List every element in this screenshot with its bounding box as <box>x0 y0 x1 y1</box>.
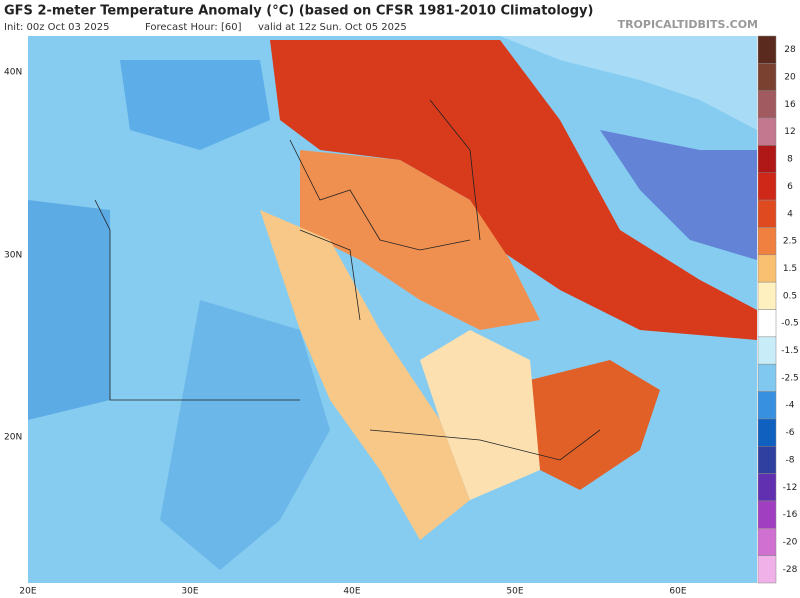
colorbar-swatch <box>757 418 777 447</box>
colorbar-swatch <box>757 336 777 365</box>
init-time: Init: 00z Oct 03 2025 <box>4 22 110 33</box>
colorbar-label: 2.5 <box>783 237 797 247</box>
colorbar-label: 4 <box>787 209 793 219</box>
colorbar-label: 6 <box>787 182 793 192</box>
colorbar-swatch <box>757 528 777 556</box>
lon-label: 50E <box>506 587 523 597</box>
colorbar-label: -6 <box>786 428 795 438</box>
colorbar-swatch <box>757 63 777 91</box>
watermark: TROPICALTIDBITS.COM <box>618 18 758 31</box>
valid-time: valid at 12z Sun. Oct 05 2025 <box>258 22 407 33</box>
lat-label: 30N <box>4 251 22 261</box>
colorbar-label: -8 <box>786 455 795 465</box>
colorbar-label: 12 <box>784 127 795 137</box>
colorbar-swatch <box>757 90 777 119</box>
colorbar-label: 1.5 <box>783 264 797 274</box>
colorbar-swatch <box>757 117 777 146</box>
lon-label: 30E <box>181 587 198 597</box>
colorbar-swatch <box>757 281 777 310</box>
colorbar-label: -0.5 <box>781 319 799 329</box>
colorbar-label: -1.5 <box>781 346 799 356</box>
colorbar-swatch <box>757 500 777 529</box>
lon-label: 60E <box>669 587 686 597</box>
colorbar-swatch <box>757 199 777 228</box>
colorbar-swatch <box>757 446 777 474</box>
colorbar-label: 28 <box>784 45 796 55</box>
colorbar-label: -2.5 <box>781 373 799 383</box>
colorbar-swatch <box>757 363 777 392</box>
colorbar-swatch <box>757 309 777 338</box>
colorbar-label: 8 <box>787 155 793 165</box>
colorbar-label: 20 <box>784 73 796 83</box>
colorbar-swatch <box>757 145 777 173</box>
colorbar-label: 0.5 <box>783 291 797 301</box>
lat-label: 20N <box>4 433 22 443</box>
colorbar-swatch <box>757 172 777 201</box>
map <box>28 36 757 583</box>
title: GFS 2-meter Temperature Anomaly (°C) (ba… <box>4 4 593 19</box>
lon-label: 20E <box>19 587 36 597</box>
lon-label: 40E <box>343 587 360 597</box>
colorbar-swatch <box>757 254 777 283</box>
colorbar-swatch <box>757 473 777 502</box>
axes: 40N 30N 20N 20E 30E 40E 50E 60E <box>4 68 687 597</box>
colorbar-label: -4 <box>786 401 795 411</box>
colorbar-label: -12 <box>783 483 798 493</box>
forecast-hour: Forecast Hour: [60] <box>145 22 242 33</box>
colorbar-label: -20 <box>783 537 798 547</box>
colorbar-label: -28 <box>783 565 798 575</box>
colorbar-swatch <box>757 227 777 256</box>
colorbar-swatch <box>757 555 777 584</box>
colorbar: 28 20 16 12 8 6 4 2.5 1.5 0.5 -0.5 -1.5 -2.5 -4 -6 -8 -1… <box>757 35 799 584</box>
colorbar-swatch <box>757 35 777 64</box>
lat-label: 40N <box>4 68 22 78</box>
colorbar-swatch <box>757 391 777 420</box>
colorbar-label: 16 <box>784 100 796 110</box>
colorbar-label: -16 <box>783 510 798 520</box>
